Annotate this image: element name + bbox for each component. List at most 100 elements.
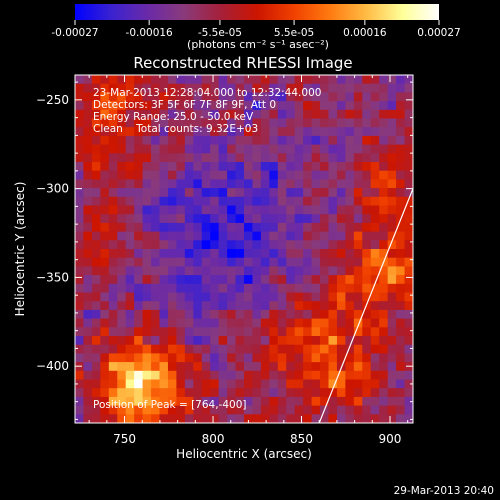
heatmap-cell (404, 292, 413, 302)
heatmap-cell (404, 362, 413, 372)
heatmap-cell (108, 75, 118, 85)
heatmap-cell (362, 92, 372, 102)
heatmap-cell (294, 127, 304, 137)
heatmap-cell (269, 379, 279, 389)
heatmap-cell (117, 344, 127, 354)
heatmap-cell (91, 336, 101, 346)
heatmap-cell (294, 396, 304, 407)
heatmap-cell (210, 101, 220, 111)
heatmap-cell (260, 292, 270, 302)
heatmap-cell (303, 240, 313, 250)
heatmap-cell (269, 101, 279, 111)
heatmap-cell (277, 75, 287, 85)
heatmap-cell (125, 205, 135, 215)
heatmap-cell (235, 414, 245, 423)
heatmap-cell (125, 249, 135, 259)
heatmap-cell (142, 205, 152, 215)
heatmap-cell (151, 266, 161, 276)
heatmap-cell (404, 144, 413, 154)
heatmap-cell (379, 336, 389, 346)
heatmap-cell (167, 222, 177, 233)
heatmap-cell (167, 301, 177, 311)
heatmap-cell (117, 144, 127, 154)
heatmap-cell (142, 370, 152, 381)
heatmap-cell (353, 275, 363, 285)
heatmap-cell (184, 414, 194, 423)
heatmap-cell (328, 275, 338, 285)
heatmap-cell (218, 266, 228, 276)
heatmap-cell (235, 196, 245, 207)
heatmap-cell (311, 344, 321, 354)
heatmap-cell (370, 266, 380, 276)
heatmap-cell (91, 101, 101, 111)
heatmap-cell (184, 327, 194, 337)
heatmap-cell (277, 283, 287, 294)
heatmap-cell (100, 309, 110, 320)
heatmap-cell (75, 275, 85, 285)
heatmap-cell (167, 370, 177, 381)
heatmap-cell (218, 179, 228, 189)
heatmap-cell (83, 353, 93, 363)
heatmap-cell (117, 92, 127, 102)
heatmap-cell (151, 301, 161, 311)
heatmap-cell (75, 205, 85, 215)
heatmap-cell (396, 205, 406, 215)
heatmap-cell (210, 92, 220, 102)
heatmap-cell (91, 249, 101, 259)
heatmap-cell (108, 214, 118, 224)
heatmap-cell (353, 370, 363, 381)
heatmap-cell (320, 170, 330, 180)
heatmap-cell (396, 222, 406, 233)
heatmap-cell (134, 353, 144, 363)
heatmap-cell (404, 388, 413, 398)
heatmap-cell (328, 266, 338, 276)
heatmap-cell (75, 222, 85, 233)
heatmap-cell (353, 336, 363, 346)
heatmap-cell (286, 405, 296, 415)
heatmap-cell (353, 309, 363, 320)
heatmap-cell (218, 127, 228, 137)
heatmap-cell (387, 205, 397, 215)
heatmap-cell (269, 118, 279, 128)
heatmap-cell (320, 301, 330, 311)
heatmap-cell (108, 396, 118, 407)
heatmap-cell (91, 396, 101, 407)
heatmap-cell (379, 214, 389, 224)
heatmap-cell (184, 214, 194, 224)
heatmap-cell (303, 292, 313, 302)
heatmap-cell (142, 249, 152, 259)
heatmap-cell (235, 162, 245, 172)
x-tick-label: 750 (113, 432, 136, 446)
heatmap-cell (100, 344, 110, 354)
heatmap-cell (159, 257, 169, 267)
heatmap-cell (184, 205, 194, 215)
heatmap-cell (244, 388, 254, 398)
heatmap-cell (218, 275, 228, 285)
heatmap-cell (379, 309, 389, 320)
heatmap-cell (117, 396, 127, 407)
heatmap-cell (167, 249, 177, 259)
heatmap-cell (193, 222, 203, 233)
heatmap-cell (286, 344, 296, 354)
heatmap-cell (142, 266, 152, 276)
heatmap-cell (260, 275, 270, 285)
heatmap-cell (370, 92, 380, 102)
heatmap-cell (277, 205, 287, 215)
heatmap-cell (125, 344, 135, 354)
heatmap-cell (167, 266, 177, 276)
heatmap-cell (227, 344, 237, 354)
heatmap-cell (167, 283, 177, 294)
heatmap-cell (320, 318, 330, 328)
heatmap-cell (167, 170, 177, 180)
heatmap-cell (210, 170, 220, 180)
heatmap-cell (176, 75, 186, 85)
heatmap-cell (404, 327, 413, 337)
heatmap-cell (387, 257, 397, 267)
heatmap-cell (277, 396, 287, 407)
heatmap-cell (244, 370, 254, 381)
heatmap-cell (235, 75, 245, 85)
heatmap-cell (320, 205, 330, 215)
heatmap-cell (83, 205, 93, 215)
heatmap-cell (244, 362, 254, 372)
heatmap-cell (125, 240, 135, 250)
